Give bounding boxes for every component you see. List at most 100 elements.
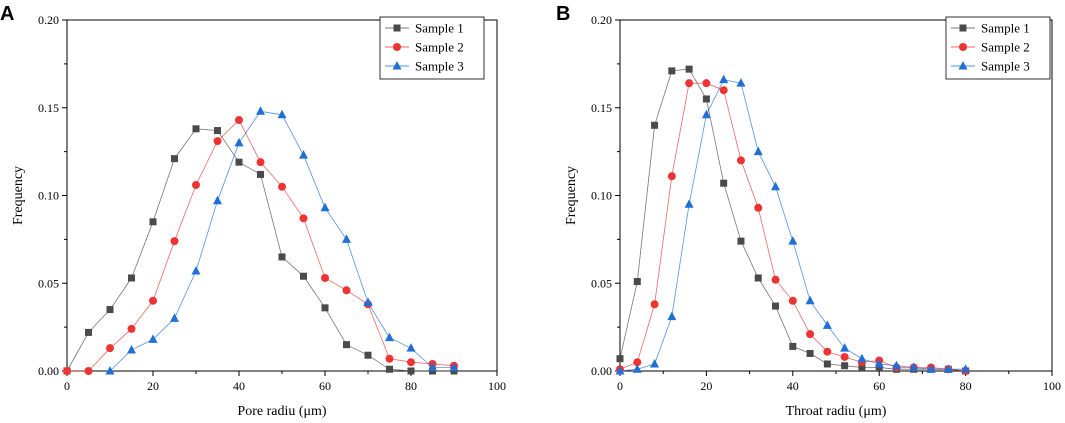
- data-point: [736, 78, 746, 87]
- data-point: [789, 342, 797, 350]
- data-point: [667, 172, 676, 181]
- data-point: [858, 363, 866, 371]
- data-point: [822, 320, 832, 329]
- data-point: [386, 365, 393, 373]
- data-point: [806, 349, 814, 357]
- series-line: [619, 79, 966, 372]
- data-point: [428, 362, 437, 371]
- series-sample-3: [105, 106, 459, 375]
- legend-item: Sample 3: [951, 59, 1030, 74]
- series-line: [619, 68, 966, 372]
- legend-label: Sample 2: [981, 40, 1030, 55]
- data-point: [840, 343, 850, 352]
- data-point: [277, 109, 287, 119]
- data-point: [407, 358, 415, 367]
- data-point: [429, 367, 436, 375]
- legend-marker: [958, 61, 968, 70]
- legend-item: Sample 2: [951, 40, 1030, 55]
- series-line: [109, 110, 454, 372]
- data-point: [127, 324, 136, 333]
- data-point: [128, 274, 135, 282]
- legend-item: Sample 1: [951, 21, 1030, 36]
- data-point: [909, 362, 919, 371]
- data-point: [364, 351, 372, 359]
- data-point: [299, 214, 308, 223]
- data-point: [192, 180, 200, 189]
- series-sample-1: [63, 125, 458, 375]
- data-point: [875, 363, 883, 371]
- panel-label: B: [556, 3, 570, 25]
- data-point: [651, 121, 659, 129]
- data-point: [235, 158, 243, 166]
- data-point: [841, 362, 849, 370]
- legend-label: Sample 3: [981, 59, 1030, 74]
- y-tick-label: 0.15: [38, 101, 59, 115]
- x-tick-label: 20: [147, 379, 159, 393]
- y-tick-label: 0.20: [38, 13, 59, 27]
- data-point: [720, 179, 728, 187]
- legend-label: Sample 1: [981, 21, 1030, 36]
- data-point: [406, 343, 416, 352]
- data-point: [170, 237, 179, 246]
- data-point: [943, 364, 953, 373]
- y-axis-title: Frequency: [564, 166, 579, 225]
- data-point: [192, 125, 200, 133]
- panel-label: A: [0, 3, 14, 25]
- legend-label: Sample 2: [415, 40, 464, 55]
- data-point: [667, 311, 677, 321]
- series-sample-2: [616, 79, 970, 375]
- data-point: [771, 275, 780, 284]
- data-point: [106, 344, 114, 353]
- data-point: [874, 358, 884, 368]
- legend-item: Sample 3: [385, 59, 464, 74]
- data-point: [149, 296, 157, 305]
- data-point: [685, 79, 694, 88]
- y-tick-label: 0.10: [38, 189, 59, 203]
- chart-panel-a: A 0 20 40 60 80 100 0.00 0.05 0.10 0.15 0.20 Pore ra…: [0, 3, 506, 419]
- legend-label: Sample 3: [415, 59, 464, 74]
- x-axis-title: Pore radiu (μm): [237, 404, 326, 419]
- data-point: [668, 67, 676, 75]
- data-point: [234, 137, 244, 147]
- data-point: [632, 364, 642, 373]
- data-point: [407, 367, 415, 375]
- legend-marker: [959, 24, 967, 32]
- series-line: [67, 119, 455, 372]
- series-sample-3: [615, 74, 971, 375]
- x-tick-label: 0: [617, 379, 623, 393]
- data-point: [857, 353, 867, 363]
- data-point: [170, 313, 179, 322]
- data-point: [256, 158, 265, 167]
- data-point: [736, 156, 745, 165]
- data-point: [650, 358, 660, 368]
- data-point: [719, 74, 729, 84]
- data-point: [788, 296, 797, 305]
- legend: Sample 1 Sample 2 Sample 3: [379, 16, 485, 80]
- x-tick-label: 0: [64, 379, 70, 393]
- data-point: [321, 273, 329, 282]
- legend-item: Sample 1: [385, 21, 464, 36]
- legend-label: Sample 1: [415, 21, 464, 36]
- data-point: [213, 195, 222, 205]
- data-point: [278, 253, 286, 261]
- data-point: [85, 328, 92, 336]
- data-point: [616, 355, 624, 363]
- data-point: [788, 236, 798, 245]
- data-point: [105, 366, 115, 375]
- y-tick-label: 0.05: [591, 276, 612, 290]
- data-point: [235, 116, 243, 125]
- data-point: [320, 202, 330, 212]
- x-tick-label: 100: [1043, 379, 1061, 393]
- data-point: [961, 364, 971, 373]
- data-point: [753, 146, 763, 156]
- data-point: [737, 237, 745, 245]
- data-point: [343, 341, 350, 349]
- x-tick-label: 40: [233, 379, 245, 393]
- legend-marker: [959, 43, 967, 51]
- data-point: [702, 95, 710, 103]
- data-point: [719, 86, 728, 95]
- data-point: [685, 65, 693, 73]
- data-point: [300, 272, 307, 280]
- legend-marker: [393, 43, 401, 51]
